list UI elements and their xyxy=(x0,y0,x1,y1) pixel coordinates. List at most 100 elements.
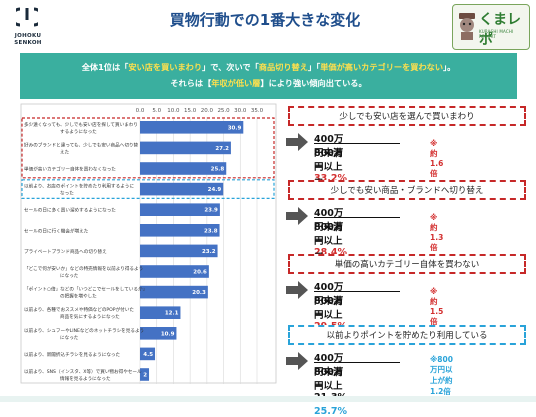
low-income-value: 400万円未満＝28.4% xyxy=(314,205,347,258)
x-tick-label: 25.0 xyxy=(217,108,230,114)
ratio-note: ※800万円以上が約1.2倍 xyxy=(430,355,453,396)
category-label: プライベートブランド商品への切り替え xyxy=(24,248,107,255)
summary-text: 全体1位は「 xyxy=(81,62,129,72)
arrow-right-icon xyxy=(286,281,308,299)
comparison-label: 以前よりポイントを貯めたり利用している xyxy=(288,325,526,345)
summary-highlight: 単価が高いカテゴリーを買わない xyxy=(320,62,444,72)
bar xyxy=(140,368,150,381)
arrow-right-icon xyxy=(286,207,308,225)
johoku-mark-icon xyxy=(16,7,38,27)
category-label: 以前より、SNS（インスタ、X等）で買い物お得やセール xyxy=(24,368,142,375)
bar xyxy=(140,162,227,175)
summary-text: 」「 xyxy=(307,62,321,72)
low-income-percent: 28.4% xyxy=(314,247,347,258)
x-tick-label: 35.0 xyxy=(251,108,264,114)
bar xyxy=(140,347,156,361)
bar xyxy=(140,224,220,237)
comparison-label: 単価の高いカテゴリー自体を買わない xyxy=(288,254,526,274)
category-label: 「どこで何が安いか」などの特売情報を以前より得るよう xyxy=(24,265,143,272)
summary-line-1: 全体1位は「安い店を買いまわり」で、次いで「商品切り替え」「単価が高いカテゴリー… xyxy=(20,59,517,75)
bar xyxy=(140,203,220,216)
bar-value-label: 20.6 xyxy=(193,270,207,276)
low-income-prefix: 400万円未満＝ xyxy=(314,208,344,247)
category-label: 単価が高いカテゴリー自体を買わなくなった xyxy=(24,166,116,173)
category-label: 商品を気にするようになった xyxy=(60,313,120,320)
bar xyxy=(140,306,181,319)
bar-value-label: 20.3 xyxy=(192,290,206,296)
low-income-prefix: 400万円未満＝ xyxy=(314,353,344,392)
bar-value-label: 23.9 xyxy=(204,208,218,214)
value-underline xyxy=(314,362,400,363)
value-underline xyxy=(314,143,400,144)
x-tick-label: 20.0 xyxy=(201,108,214,114)
category-label: 以前より、各種でおススメや特価などのPOPが付いた xyxy=(24,306,134,313)
bar xyxy=(140,121,244,134)
bar-value-label: 23.8 xyxy=(204,228,218,234)
category-label: なった xyxy=(60,190,74,197)
ratio-note: ※約1.6倍 xyxy=(430,139,444,178)
bar-value-label: 10.9 xyxy=(161,331,175,337)
summary-text: それらは【 xyxy=(170,78,212,88)
x-tick-label: 10.0 xyxy=(167,108,180,114)
johoku-logo: JOHOKU SENKOH xyxy=(8,6,48,50)
top-three-highlight xyxy=(21,117,275,179)
summary-banner: 全体1位は「安い店を買いまわり」で、次いで「商品切り替え」「単価が高いカテゴリー… xyxy=(20,53,517,99)
bar-value-label: 4.5 xyxy=(143,352,153,358)
category-label: 以前より、新聞折込チラシを見るようになった xyxy=(24,351,121,358)
bar xyxy=(140,285,208,299)
header: JOHOKU SENKOH 買物行動での1番大きな変化 くまレポ KURASHI… xyxy=(0,0,536,52)
category-label: セールの日に多く買い溜めするようになった xyxy=(24,207,116,214)
page-title: 買物行動での1番大きな変化 xyxy=(169,11,361,29)
bar xyxy=(140,327,177,340)
comparison-label: 少しでも安い店を選んで買いまわり xyxy=(288,106,526,126)
bar-chart-svg: 0.0 5.0 10.0 15.0 20.0 25.0 30.0 35.0 30.9 多少遠くなっ… xyxy=(20,103,277,384)
kumarepo-logo-sub: KURASHI MACHI REPORT xyxy=(479,29,514,39)
bar-value-label: 2 xyxy=(143,373,147,379)
comparison-label: 少しでも安い商品・ブランドへ切り替え xyxy=(288,180,526,200)
bar-value-label: 25.8 xyxy=(211,167,225,173)
category-label: の把握を増やした xyxy=(60,293,97,300)
summary-text: 】により強い傾向出ている。 xyxy=(260,78,367,88)
value-underline xyxy=(314,291,400,292)
bar xyxy=(140,265,209,278)
bar xyxy=(140,244,218,258)
johoku-logo-text: JOHOKU xyxy=(14,33,42,39)
summary-text: 」で、次いで「 xyxy=(202,62,259,72)
points-highlight xyxy=(21,179,275,200)
ratio-note: ※約1.5倍 xyxy=(430,287,444,326)
value-underline xyxy=(314,217,400,218)
senkoh-logo-text: SENKOH xyxy=(14,40,42,46)
category-label: 多少遠くなっても、少しでも安い店を探して買いまわり xyxy=(24,121,138,128)
summary-highlight: 商品切り替え xyxy=(258,62,308,72)
low-income-prefix: 400万円未満＝ xyxy=(314,134,344,173)
bar-value-label: 23.2 xyxy=(202,249,216,255)
bar-value-label: 27.2 xyxy=(215,146,229,152)
bar-value-label: 24.9 xyxy=(208,187,222,193)
ratio-note: ※約1.3倍 xyxy=(430,213,444,252)
category-label: えた xyxy=(60,149,70,155)
x-tick-label: 30.0 xyxy=(234,108,247,114)
low-income-prefix: 400万円未満＝ xyxy=(314,282,344,321)
summary-line-2: それらは【年収が低い層】により強い傾向出ている。 xyxy=(20,75,517,91)
category-label: 以前より、お店のポイントを貯めたり利用するように xyxy=(24,183,134,190)
category-label: 情報を見るようになった xyxy=(60,375,111,382)
category-label: セールの日に行く機会が増えた xyxy=(24,227,89,234)
bar-chart: 0.0 5.0 10.0 15.0 20.0 25.0 30.0 35.0 30.9 多少遠くなっ… xyxy=(20,103,277,384)
bar xyxy=(140,141,231,155)
low-income-percent: 33.2% xyxy=(314,173,347,184)
category-label: 「ポイント○倍」などの「いつどこでセールをしているか」 xyxy=(24,286,147,293)
category-label: するようになった xyxy=(60,128,97,135)
low-income-value: 400万円未満＝33.2% xyxy=(314,131,347,184)
x-tick-label: 15.0 xyxy=(184,108,197,114)
bar xyxy=(140,182,224,196)
summary-highlight: 安い店を買いまわり xyxy=(128,62,203,72)
arrow-right-icon xyxy=(286,133,308,151)
kumarepo-logo: くまレポ KURASHI MACHI REPORT xyxy=(452,4,530,50)
x-tick-label: 5.0 xyxy=(152,108,161,114)
footer-strip xyxy=(0,396,536,402)
category-label: になった xyxy=(60,334,79,341)
bar-value-label: 12.1 xyxy=(165,311,179,317)
arrow-right-icon xyxy=(286,352,308,370)
category-label: 以前より、シュフーやLINEなどのネットチラシを見るよう xyxy=(24,327,144,334)
category-label: 好みのブランドと違っても、少しでも安い商品へ切り替 xyxy=(24,141,139,148)
